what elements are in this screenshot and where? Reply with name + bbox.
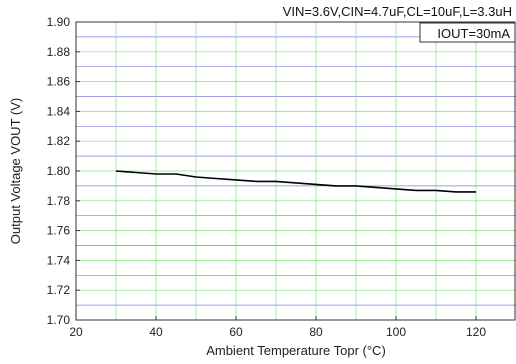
- x-tick-label: 120: [466, 325, 486, 339]
- grid: [76, 22, 516, 320]
- x-tick-label: 60: [229, 325, 243, 339]
- load-annotation-box: [419, 22, 516, 43]
- x-tick-label: 80: [309, 325, 323, 339]
- y-tick-label: 1.82: [47, 134, 71, 148]
- y-tick-label: 1.78: [47, 194, 71, 208]
- x-tick-label: 40: [149, 325, 163, 339]
- x-tick-label: 100: [386, 325, 406, 339]
- y-tick-label: 1.90: [47, 15, 71, 29]
- y-tick-label: 1.72: [47, 283, 71, 297]
- y-tick-label: 1.80: [47, 164, 71, 178]
- tick-labels: 1.70 1.72 1.74 1.76 1.78 1.80 1.82 1.84 1.86 1.88…: [47, 15, 487, 339]
- y-tick-label: 1.76: [47, 224, 71, 238]
- series-line: [115, 170, 476, 193]
- series-layer: [115, 170, 476, 193]
- y-tick-label: 1.84: [47, 104, 71, 118]
- y-tick-label: 1.88: [47, 45, 71, 59]
- load-annotation: IOUT=30mA: [437, 26, 510, 41]
- y-tick-label: 1.70: [47, 313, 71, 327]
- conditions-annotation: VIN=3.6V,CIN=4.7uF,CL=10uF,L=3.3uH: [283, 4, 512, 19]
- x-tick-label: 20: [69, 325, 83, 339]
- y-tick-label: 1.86: [47, 75, 71, 89]
- y-axis-label: Output Voltage VOUT (V): [8, 98, 23, 244]
- y-tick-label: 1.74: [47, 253, 71, 267]
- x-axis-label: Ambient Temperature Topr (°C): [206, 343, 386, 358]
